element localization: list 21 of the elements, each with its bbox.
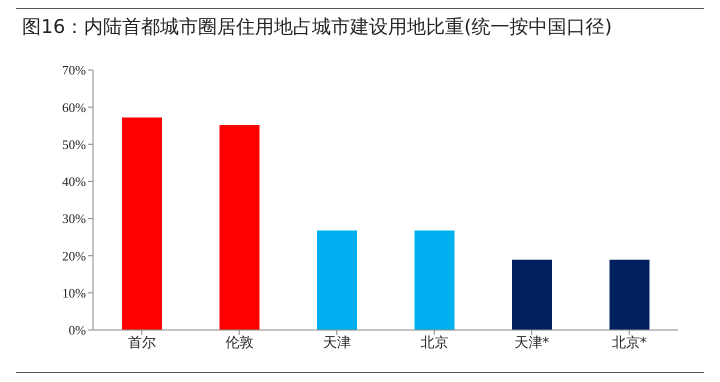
bar <box>414 230 454 330</box>
x-tick-label: 伦敦 <box>225 334 254 351</box>
y-tick-label: 40% <box>62 174 86 190</box>
y-tick-label: 10% <box>62 285 86 300</box>
x-tick-label: 天津 <box>322 334 351 351</box>
y-tick-label: 30% <box>62 211 86 226</box>
x-tick-label: 首尔 <box>128 334 156 351</box>
y-tick-label: 20% <box>62 248 86 264</box>
x-tick-label: 北京 <box>420 334 448 351</box>
bar <box>317 230 357 330</box>
bar <box>512 260 552 330</box>
x-tick-label: 天津* <box>514 334 550 351</box>
chart-title: 图16：内陆首都城市圈居住用地占城市建设用地比重(统一按中国口径) <box>22 15 612 40</box>
bar <box>122 118 162 330</box>
x-tick-label: 北京* <box>612 334 647 351</box>
bar <box>220 124 260 330</box>
y-tick-label: 70% <box>62 62 86 78</box>
y-tick-label: 60% <box>62 100 86 115</box>
bar <box>610 260 650 330</box>
y-tick-label: 0% <box>68 322 86 338</box>
y-tick-label: 50% <box>62 136 86 152</box>
